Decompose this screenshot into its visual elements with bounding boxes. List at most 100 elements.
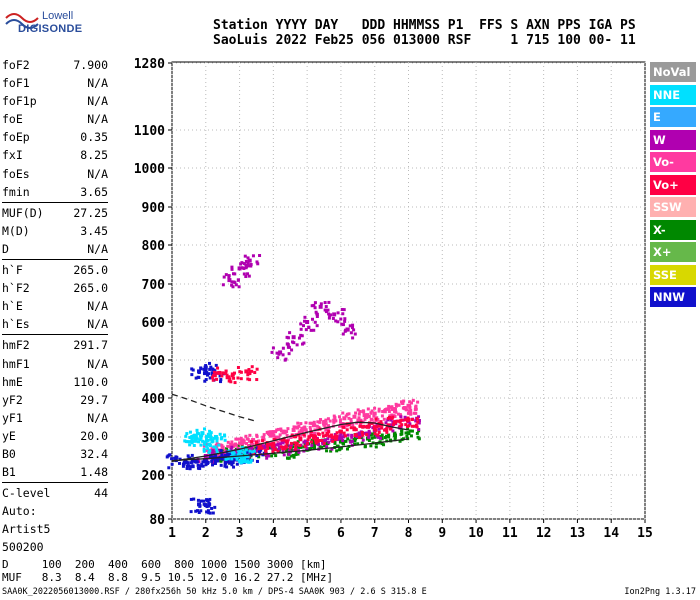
echo-pixel — [193, 436, 197, 440]
echo-pixel — [335, 449, 339, 453]
data-point — [220, 445, 225, 450]
echo-pixel — [356, 418, 360, 422]
echo-pixel — [209, 366, 213, 370]
echo-pixel — [213, 445, 217, 449]
echo-pixel — [240, 266, 244, 270]
echo-pixel — [323, 308, 327, 312]
echo-pixel — [353, 433, 357, 437]
echo-pixel — [322, 441, 326, 445]
echo-pixel — [250, 365, 254, 369]
echo-pixel — [202, 444, 206, 448]
param-key: fxI — [2, 148, 23, 163]
echo-pixel — [389, 438, 393, 442]
echo-pixel — [189, 497, 193, 501]
echo-pixel — [215, 442, 219, 446]
echo-pixel — [246, 377, 250, 381]
echo-pixel — [369, 411, 373, 415]
echo-pixel — [326, 424, 330, 428]
data-point — [352, 414, 357, 419]
echo-pixel — [362, 424, 366, 428]
echo-pixel — [309, 434, 313, 438]
data-point — [403, 406, 408, 411]
echo-pixel — [268, 446, 272, 450]
echo-pixel — [286, 456, 290, 460]
echo-pixel — [255, 378, 259, 382]
echo-pixel — [340, 307, 344, 311]
echo-pixel — [319, 418, 323, 422]
data-point — [392, 420, 397, 425]
echo-pixel — [310, 440, 314, 444]
echo-pixel — [299, 322, 303, 326]
echo-pixel — [385, 425, 389, 429]
data-point — [207, 442, 212, 447]
echo-pixel — [265, 430, 269, 434]
echo-pixel — [265, 456, 269, 460]
echo-pixel — [282, 453, 286, 457]
echo-pixel — [329, 433, 333, 437]
echo-pixel — [200, 462, 204, 466]
echo-pixel — [376, 435, 380, 439]
param-row-fxi: fxI 8.25 — [2, 146, 108, 164]
echo-pixel — [406, 427, 410, 431]
echo-pixel — [408, 422, 412, 426]
echo-pixel — [212, 370, 216, 374]
echo-pixel — [281, 448, 285, 452]
param-value: N/A — [87, 166, 108, 181]
echo-pixel — [258, 254, 262, 258]
data-point — [325, 431, 330, 436]
echo-pixel — [287, 452, 291, 456]
echo-pixel — [227, 375, 231, 379]
echo-pixel — [208, 502, 212, 506]
echo-pixel — [304, 428, 308, 432]
echo-pixel — [226, 460, 230, 464]
echo-pixel — [414, 423, 418, 427]
echo-pixel — [373, 427, 377, 431]
data-point — [301, 426, 306, 431]
echo-pixel — [230, 283, 234, 287]
echo-pixel — [274, 443, 278, 447]
echo-pixel — [337, 415, 341, 419]
echo-pixel — [378, 436, 382, 440]
echo-pixel — [225, 447, 229, 451]
echo-pixel — [182, 462, 186, 466]
legend-item-x: X- — [650, 219, 696, 240]
echo-pixel — [234, 283, 238, 287]
echo-pixel — [317, 443, 321, 447]
echo-pixel — [204, 444, 208, 448]
echo-pixel — [363, 417, 367, 421]
echo-pixel — [412, 411, 416, 415]
echo-pixel — [195, 428, 199, 432]
echo-pixel — [288, 446, 292, 450]
data-point — [193, 459, 198, 464]
param-key: foE — [2, 112, 23, 127]
echo-pixel — [289, 448, 293, 452]
echo-pixel — [210, 459, 214, 463]
param-key: foF1 — [2, 76, 30, 91]
echo-pixel — [260, 444, 264, 448]
echo-pixel — [410, 429, 414, 433]
muf-distance-row: D 100 200 400 600 800 1000 1500 3000 [km… — [2, 558, 327, 571]
param-row-yf1: yF1 N/A — [2, 409, 108, 427]
echo-pixel — [333, 441, 337, 445]
echo-pixel — [380, 414, 384, 418]
echo-pixel — [377, 407, 381, 411]
echo-pixel — [349, 418, 353, 422]
echo-pixel — [224, 369, 228, 373]
echo-pixel — [344, 414, 348, 418]
echo-pixel — [269, 430, 273, 434]
header-line2: SaoLuis 2022 Feb25 056 013000 RSF 1 715 … — [213, 33, 636, 48]
echo-pixel — [208, 429, 212, 433]
echo-pixel — [400, 432, 404, 436]
echo-pixel — [205, 371, 209, 375]
echo-pixel — [322, 444, 326, 448]
param-value: 265.0 — [73, 281, 108, 296]
echo-pixel — [396, 419, 400, 423]
echo-pixel — [321, 434, 325, 438]
echo-pixel — [313, 306, 317, 310]
echo-pixel — [214, 454, 218, 458]
echo-pixel — [331, 439, 335, 443]
echo-pixel — [398, 424, 402, 428]
data-point — [406, 431, 411, 436]
echo-pixel — [339, 423, 343, 427]
echo-pixel — [226, 440, 230, 444]
